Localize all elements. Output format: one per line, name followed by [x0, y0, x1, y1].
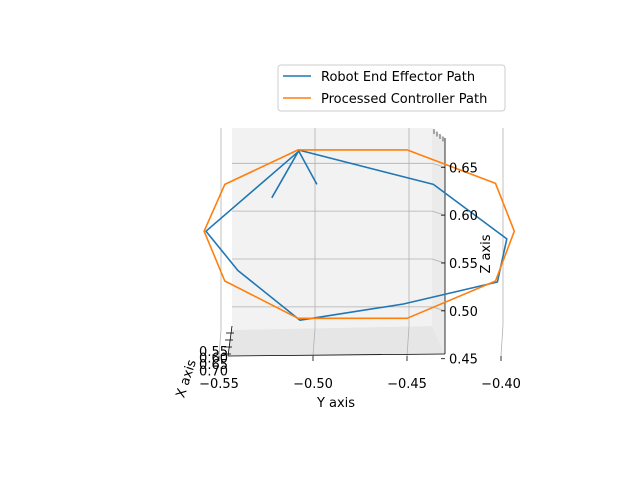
- floor-grid-line-y: [500, 324, 504, 357]
- side-grid-line-z: [431, 210, 446, 216]
- floor-grid-line-y: [406, 326, 410, 357]
- legend-label-controller: Processed Controller Path: [321, 92, 487, 107]
- side-grid-line-z: [431, 162, 446, 168]
- y-tick-label: −0.40: [481, 377, 521, 392]
- side-pane: [432, 128, 445, 354]
- z-tick-label: 0.65: [449, 161, 478, 176]
- x-tick-label: 0.65: [199, 358, 228, 373]
- x-axis-line: [227, 325, 233, 357]
- y-axis-title: Y axis: [316, 396, 355, 411]
- legend-frame: [277, 64, 506, 112]
- floor-grid-line-y: [218, 330, 222, 357]
- axis-lines: [218, 129, 502, 361]
- legend-label-robot: Robot End Effector Path: [321, 70, 475, 85]
- y-tick-label: −0.50: [293, 377, 333, 392]
- y-axis-line: [227, 353, 446, 357]
- series-line-robot-end-effector: [205, 149, 508, 322]
- floor-grid-line-y: [312, 328, 316, 357]
- tick-labels: −0.55 −0.50 −0.45 −0.400.450.500.550.600.65…: [199, 161, 521, 392]
- floor-pane: [228, 326, 445, 356]
- series-group: [203, 149, 516, 322]
- legend: Robot End Effector Path Processed Contro…: [277, 64, 506, 112]
- y-tick-label: −0.55: [199, 377, 239, 392]
- x-tick-label: 0.70: [199, 365, 228, 380]
- x-tick-label: 0.55: [199, 345, 228, 360]
- series-line-processed-controller: [203, 149, 516, 320]
- z-tick-label: 0.60: [449, 209, 478, 224]
- z-axis-title: Z axis: [479, 234, 494, 273]
- y-tick-label: −0.45: [387, 377, 427, 392]
- z-tick-label: 0.55: [449, 257, 478, 272]
- x-axis-title: X axis: [173, 358, 199, 400]
- side-grid-line-z: [431, 258, 446, 264]
- z-tick-label: 0.50: [449, 305, 478, 320]
- z-tick-label: 0.45: [449, 353, 478, 368]
- x-tick-label: 0.60: [199, 352, 228, 367]
